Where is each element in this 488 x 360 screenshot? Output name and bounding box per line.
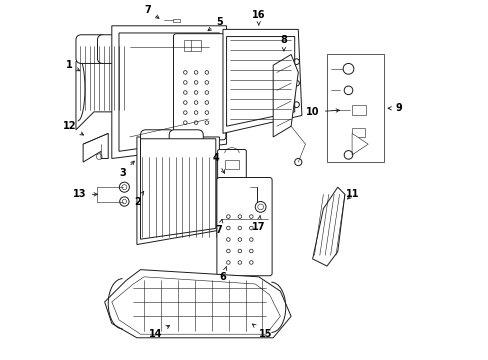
Polygon shape (226, 37, 294, 126)
Polygon shape (140, 139, 215, 239)
Text: 7: 7 (144, 5, 159, 18)
Bar (326, 54, 384, 162)
Polygon shape (223, 30, 301, 134)
Polygon shape (104, 270, 290, 338)
Text: 12: 12 (62, 121, 83, 135)
Text: 5: 5 (207, 17, 222, 31)
FancyBboxPatch shape (217, 149, 246, 203)
Polygon shape (83, 134, 108, 162)
Bar (224, 160, 239, 169)
Bar (351, 128, 364, 137)
FancyBboxPatch shape (173, 34, 225, 140)
Bar (351, 105, 366, 116)
Text: 2: 2 (134, 191, 143, 207)
Polygon shape (119, 33, 219, 151)
Bar (172, 19, 180, 22)
Circle shape (255, 202, 265, 212)
Polygon shape (112, 26, 226, 158)
FancyBboxPatch shape (76, 35, 106, 63)
Text: 11: 11 (345, 189, 359, 199)
Text: 4: 4 (212, 153, 224, 173)
Text: 6: 6 (219, 266, 226, 282)
Polygon shape (137, 137, 219, 244)
Polygon shape (312, 187, 344, 266)
FancyBboxPatch shape (169, 130, 203, 160)
Text: 8: 8 (280, 35, 286, 51)
Bar (183, 40, 201, 51)
Text: 15: 15 (252, 324, 272, 339)
Text: 16: 16 (251, 10, 264, 26)
Text: 14: 14 (148, 325, 169, 339)
Text: 7: 7 (215, 219, 223, 235)
FancyBboxPatch shape (140, 130, 174, 160)
Text: 3: 3 (119, 161, 134, 178)
Polygon shape (351, 134, 367, 155)
Text: 1: 1 (65, 60, 80, 71)
FancyBboxPatch shape (217, 177, 271, 276)
Text: 9: 9 (387, 103, 401, 113)
FancyBboxPatch shape (97, 35, 128, 63)
Text: 13: 13 (73, 189, 97, 199)
Polygon shape (273, 54, 298, 137)
Polygon shape (76, 44, 126, 130)
Text: 17: 17 (251, 216, 264, 231)
Text: 10: 10 (305, 107, 339, 117)
